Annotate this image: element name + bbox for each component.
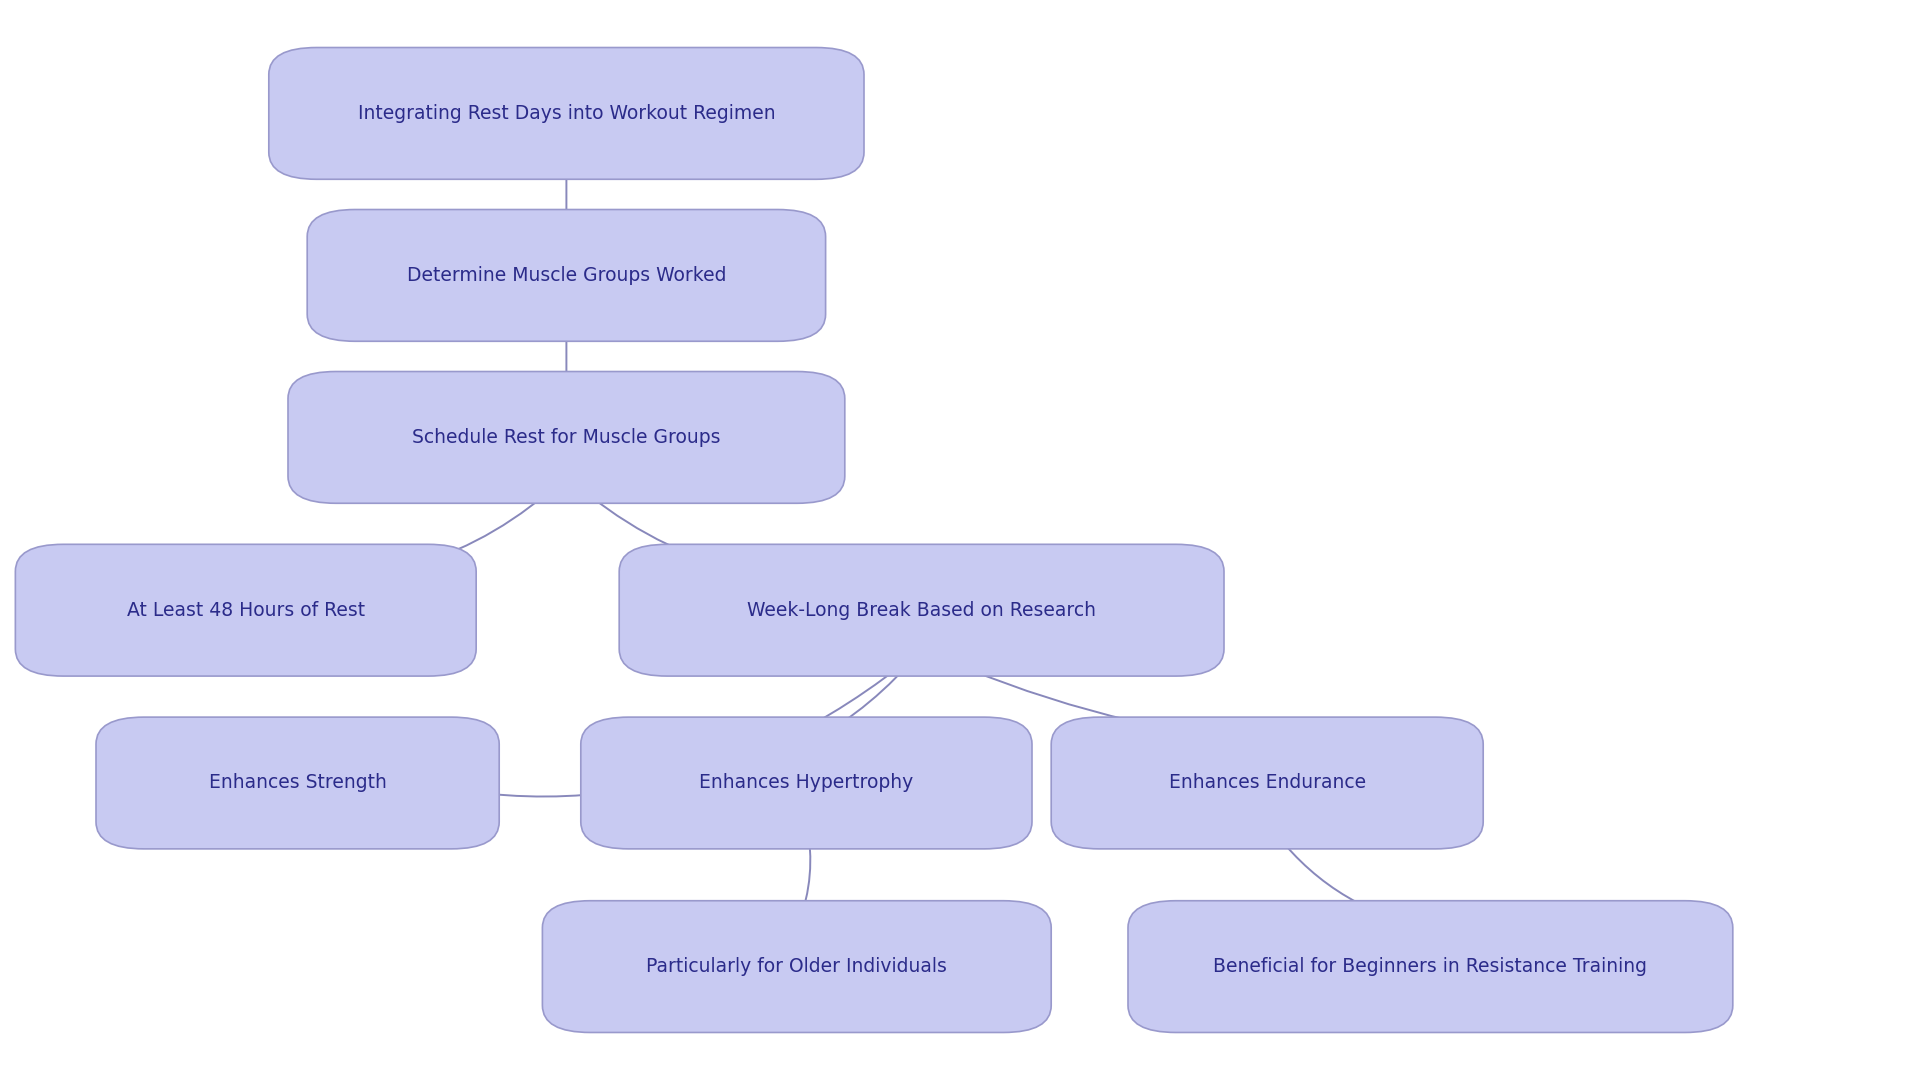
Text: Particularly for Older Individuals: Particularly for Older Individuals (647, 957, 947, 976)
Text: Determine Muscle Groups Worked: Determine Muscle Groups Worked (407, 266, 726, 285)
Text: Integrating Rest Days into Workout Regimen: Integrating Rest Days into Workout Regim… (357, 104, 776, 123)
FancyBboxPatch shape (618, 544, 1225, 676)
FancyBboxPatch shape (541, 901, 1052, 1032)
FancyBboxPatch shape (96, 717, 499, 849)
FancyBboxPatch shape (1052, 717, 1482, 849)
Text: At Least 48 Hours of Rest: At Least 48 Hours of Rest (127, 600, 365, 620)
FancyBboxPatch shape (580, 717, 1033, 849)
Text: Beneficial for Beginners in Resistance Training: Beneficial for Beginners in Resistance T… (1213, 957, 1647, 976)
FancyBboxPatch shape (288, 372, 845, 503)
FancyBboxPatch shape (307, 210, 826, 341)
FancyBboxPatch shape (15, 544, 476, 676)
FancyBboxPatch shape (1129, 901, 1734, 1032)
FancyBboxPatch shape (269, 48, 864, 179)
Text: Enhances Strength: Enhances Strength (209, 773, 386, 793)
Text: Schedule Rest for Muscle Groups: Schedule Rest for Muscle Groups (413, 428, 720, 447)
Text: Week-Long Break Based on Research: Week-Long Break Based on Research (747, 600, 1096, 620)
Text: Enhances Hypertrophy: Enhances Hypertrophy (699, 773, 914, 793)
Text: Enhances Endurance: Enhances Endurance (1169, 773, 1365, 793)
